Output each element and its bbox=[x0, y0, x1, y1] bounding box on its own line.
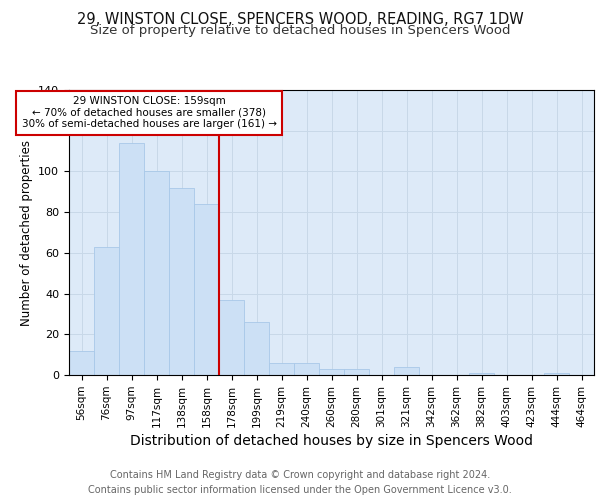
Bar bbox=[119, 143, 144, 375]
Bar bbox=[244, 322, 269, 375]
X-axis label: Distribution of detached houses by size in Spencers Wood: Distribution of detached houses by size … bbox=[130, 434, 533, 448]
Bar bbox=[344, 369, 369, 375]
Bar bbox=[469, 373, 494, 375]
Bar bbox=[544, 373, 569, 375]
Bar bbox=[169, 188, 194, 375]
Text: 29, WINSTON CLOSE, SPENCERS WOOD, READING, RG7 1DW: 29, WINSTON CLOSE, SPENCERS WOOD, READIN… bbox=[77, 12, 523, 28]
Bar bbox=[94, 246, 119, 375]
Y-axis label: Number of detached properties: Number of detached properties bbox=[20, 140, 32, 326]
Bar bbox=[219, 300, 244, 375]
Bar bbox=[144, 172, 169, 375]
Bar bbox=[394, 367, 419, 375]
Text: Contains HM Land Registry data © Crown copyright and database right 2024.
Contai: Contains HM Land Registry data © Crown c… bbox=[88, 470, 512, 495]
Bar bbox=[294, 363, 319, 375]
Text: Size of property relative to detached houses in Spencers Wood: Size of property relative to detached ho… bbox=[90, 24, 510, 37]
Bar bbox=[194, 204, 219, 375]
Bar bbox=[69, 350, 94, 375]
Text: 29 WINSTON CLOSE: 159sqm
← 70% of detached houses are smaller (378)
30% of semi-: 29 WINSTON CLOSE: 159sqm ← 70% of detach… bbox=[22, 96, 277, 130]
Bar bbox=[319, 369, 344, 375]
Bar bbox=[269, 363, 294, 375]
